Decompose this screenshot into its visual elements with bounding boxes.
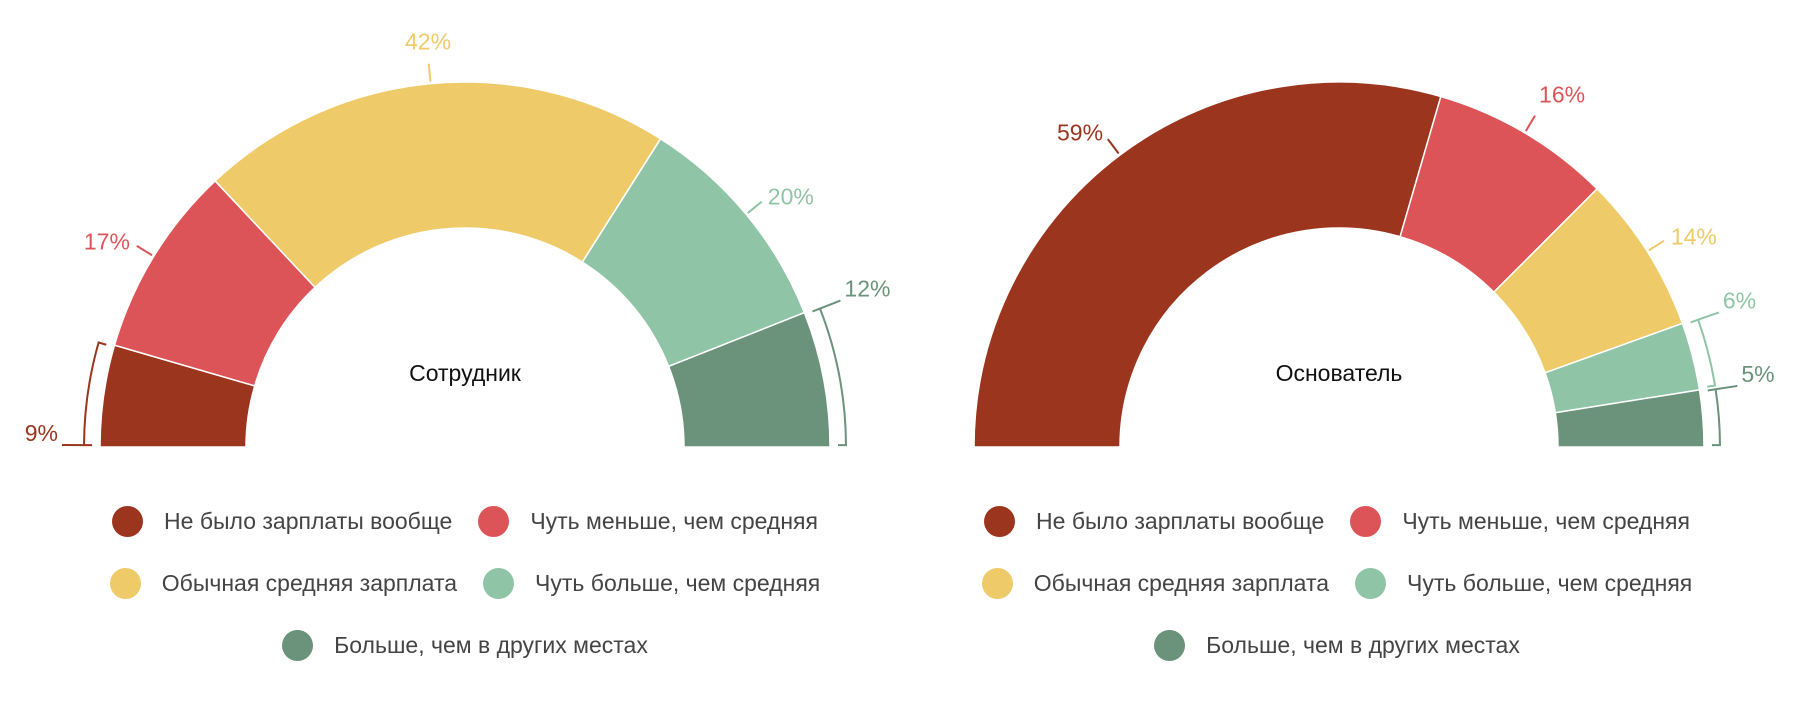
leader-line-5 xyxy=(1715,384,1738,391)
bracket-5 xyxy=(1707,388,1722,447)
value-label-5: 12% xyxy=(844,276,890,302)
legend-item[interactable]: Больше, чем в других местах xyxy=(282,629,648,661)
value-label-3: 14% xyxy=(1671,223,1717,249)
value-label-5: 5% xyxy=(1741,361,1774,387)
legend-row: Больше, чем в других местах xyxy=(75,614,855,676)
legend-row: Не было зарплаты вообще Чуть меньше, чем … xyxy=(75,490,855,552)
legend-swatch xyxy=(478,505,510,537)
legend-label: Не было зарплаты вообще xyxy=(1036,507,1325,534)
legend-swatch xyxy=(1350,505,1382,537)
value-label-4: 20% xyxy=(768,183,814,209)
chart-title: Сотрудник xyxy=(409,360,522,386)
legend-label: Обычная средняя зарплата xyxy=(1033,569,1330,596)
segment-1[interactable] xyxy=(973,81,1442,448)
value-label-1: 59% xyxy=(1057,120,1103,146)
legend-item[interactable]: Обычная средняя зарплата xyxy=(109,567,458,599)
legend-item[interactable]: Не было зарплаты вообще xyxy=(112,505,453,537)
legend-item[interactable]: Чуть больше, чем средняя xyxy=(483,567,821,599)
legend-row: Больше, чем в других местах xyxy=(947,614,1727,676)
leader-line-2 xyxy=(136,244,153,257)
leader-line-3 xyxy=(1648,239,1665,252)
legend-item[interactable]: Чуть меньше, чем средняя xyxy=(1350,505,1690,537)
value-label-3: 42% xyxy=(405,29,451,55)
bracket-1 xyxy=(82,341,107,447)
legend-label: Больше, чем в других местах xyxy=(1206,631,1520,658)
legend-swatch xyxy=(984,505,1016,537)
legend-label: Больше, чем в других местах xyxy=(334,631,648,658)
legend-swatch xyxy=(112,505,144,537)
legend-label: Чуть меньше, чем средняя xyxy=(1402,507,1690,534)
legend-item[interactable]: Чуть меньше, чем средняя xyxy=(478,505,818,537)
legend-item[interactable]: Не было зарплаты вообще xyxy=(984,505,1325,537)
legend-item[interactable]: Больше, чем в других местах xyxy=(1154,629,1520,661)
gauge-chart-employee: 9% 17% 42% 20% 12% Сотрудник xyxy=(25,29,890,448)
leader-line-4 xyxy=(747,200,763,214)
segment-5[interactable] xyxy=(1554,389,1705,448)
legend-label: Обычная средняя зарплата xyxy=(161,569,458,596)
value-label-4: 6% xyxy=(1723,287,1756,313)
legend-item[interactable]: Чуть больше, чем средняя xyxy=(1355,567,1693,599)
segment-5[interactable] xyxy=(667,311,831,448)
legend-employee: Не было зарплаты вообще Чуть меньше, чем … xyxy=(75,490,855,676)
legend-label: Чуть больше, чем средняя xyxy=(1407,569,1693,596)
chart-title: Основатель xyxy=(1276,360,1403,386)
legend-label: Чуть больше, чем средняя xyxy=(535,569,821,596)
leader-line-5 xyxy=(819,299,841,310)
legend-row: Не было зарплаты вообще Чуть меньше, чем … xyxy=(947,490,1727,552)
legend-row: Обычная средняя зарплата Чуть больше, чем… xyxy=(75,552,855,614)
legend-row: Обычная средняя зарплата Чуть больше, чем… xyxy=(947,552,1727,614)
value-label-2: 17% xyxy=(84,229,130,255)
legend-item[interactable]: Обычная средняя зарплата xyxy=(981,567,1330,599)
segment-3[interactable] xyxy=(214,81,662,289)
legend-label: Чуть меньше, чем средняя xyxy=(530,507,818,534)
gauge-chart-founder: 59% 16% 14% 6% 5% Основатель xyxy=(973,81,1775,448)
leader-line-3 xyxy=(427,63,432,82)
legend-swatch xyxy=(109,567,141,599)
bracket-5 xyxy=(812,307,848,447)
legend-founder: Не было зарплаты вообще Чуть меньше, чем … xyxy=(947,490,1727,676)
leader-line-2 xyxy=(1524,115,1536,132)
legend-swatch xyxy=(483,567,515,599)
legend-swatch xyxy=(282,629,314,661)
value-label-2: 16% xyxy=(1539,82,1585,108)
leader-line-1 xyxy=(1107,138,1120,155)
legend-swatch xyxy=(1355,567,1387,599)
leader-line-4 xyxy=(1697,311,1720,321)
legend-label: Не было зарплаты вообще xyxy=(164,507,453,534)
legend-swatch xyxy=(981,567,1013,599)
value-label-1: 9% xyxy=(25,420,58,446)
legend-swatch xyxy=(1154,629,1186,661)
